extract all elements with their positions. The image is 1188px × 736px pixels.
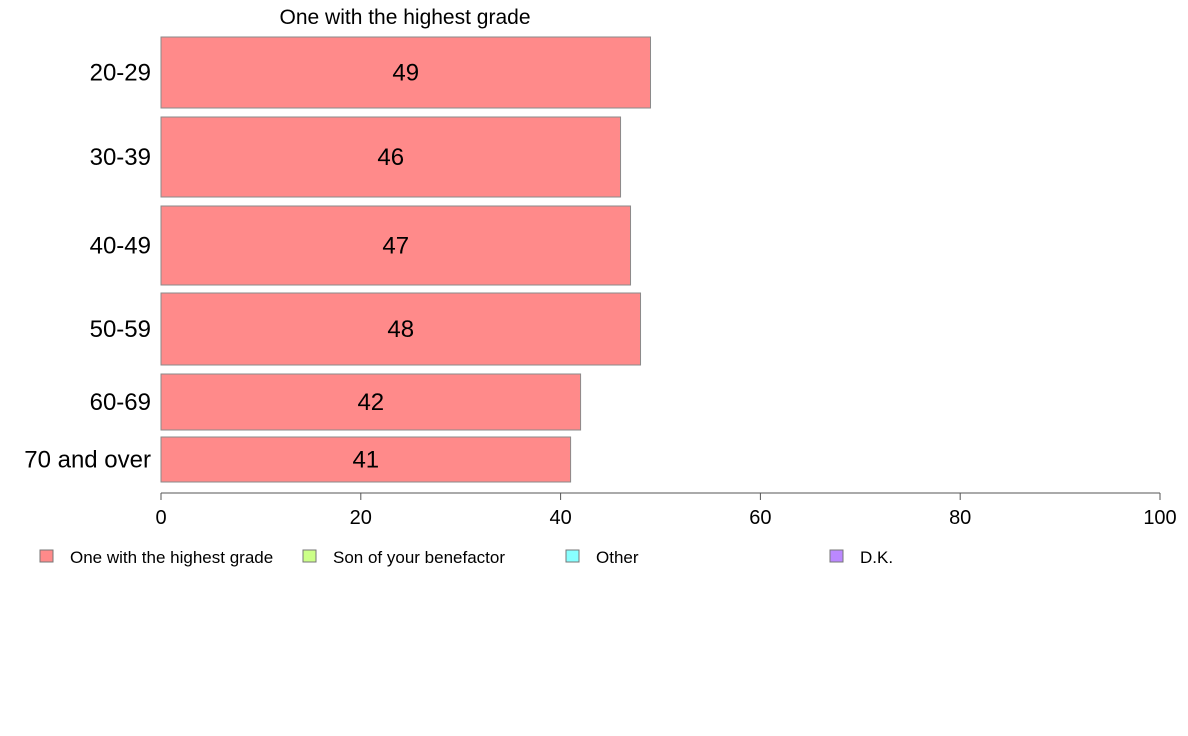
legend-label: D.K.	[860, 548, 893, 567]
x-tick-label: 20	[350, 507, 372, 529]
bar	[160, 116, 622, 198]
x-axis: 0 20 40 60 80 100	[155, 492, 1177, 529]
category-label: 20-29	[90, 60, 151, 87]
bar	[160, 436, 572, 483]
x-tick-label: 40	[549, 507, 571, 529]
category-label: 70 and over	[24, 447, 151, 474]
legend-label: Son of your benefactor	[333, 548, 505, 567]
bar-value-label: 41	[352, 447, 379, 474]
x-tick-label: 100	[1143, 507, 1176, 529]
bar-value-label: 48	[387, 316, 414, 343]
bar-value-label: 46	[377, 144, 404, 171]
bars-group: 49 20-29 46 30-39 47 40-49 48 50-59 42 60-69 41 70 …	[24, 36, 652, 483]
bar	[160, 292, 642, 366]
legend-label: One with the highest grade	[70, 548, 273, 567]
bar	[160, 36, 652, 109]
bar-value-label: 49	[392, 60, 419, 87]
legend-swatch	[302, 549, 317, 563]
legend-swatch	[565, 549, 580, 563]
bar	[160, 205, 632, 286]
category-label: 60-69	[90, 389, 151, 416]
legend-swatch	[829, 549, 844, 563]
bar-value-label: 42	[357, 389, 384, 416]
category-label: 40-49	[90, 233, 151, 260]
category-label: 30-39	[90, 144, 151, 171]
legend-swatch	[39, 549, 54, 563]
bar-value-label: 47	[382, 233, 409, 260]
panel-title: One with the highest grade	[280, 6, 531, 29]
x-tick-label: 0	[155, 507, 166, 529]
x-tick-label: 80	[949, 507, 971, 529]
bar	[160, 373, 582, 431]
legend-label: Other	[596, 548, 639, 567]
legend: One with the highest grade Son of your be…	[39, 548, 893, 567]
x-tick-label: 60	[749, 507, 771, 529]
category-label: 50-59	[90, 316, 151, 343]
